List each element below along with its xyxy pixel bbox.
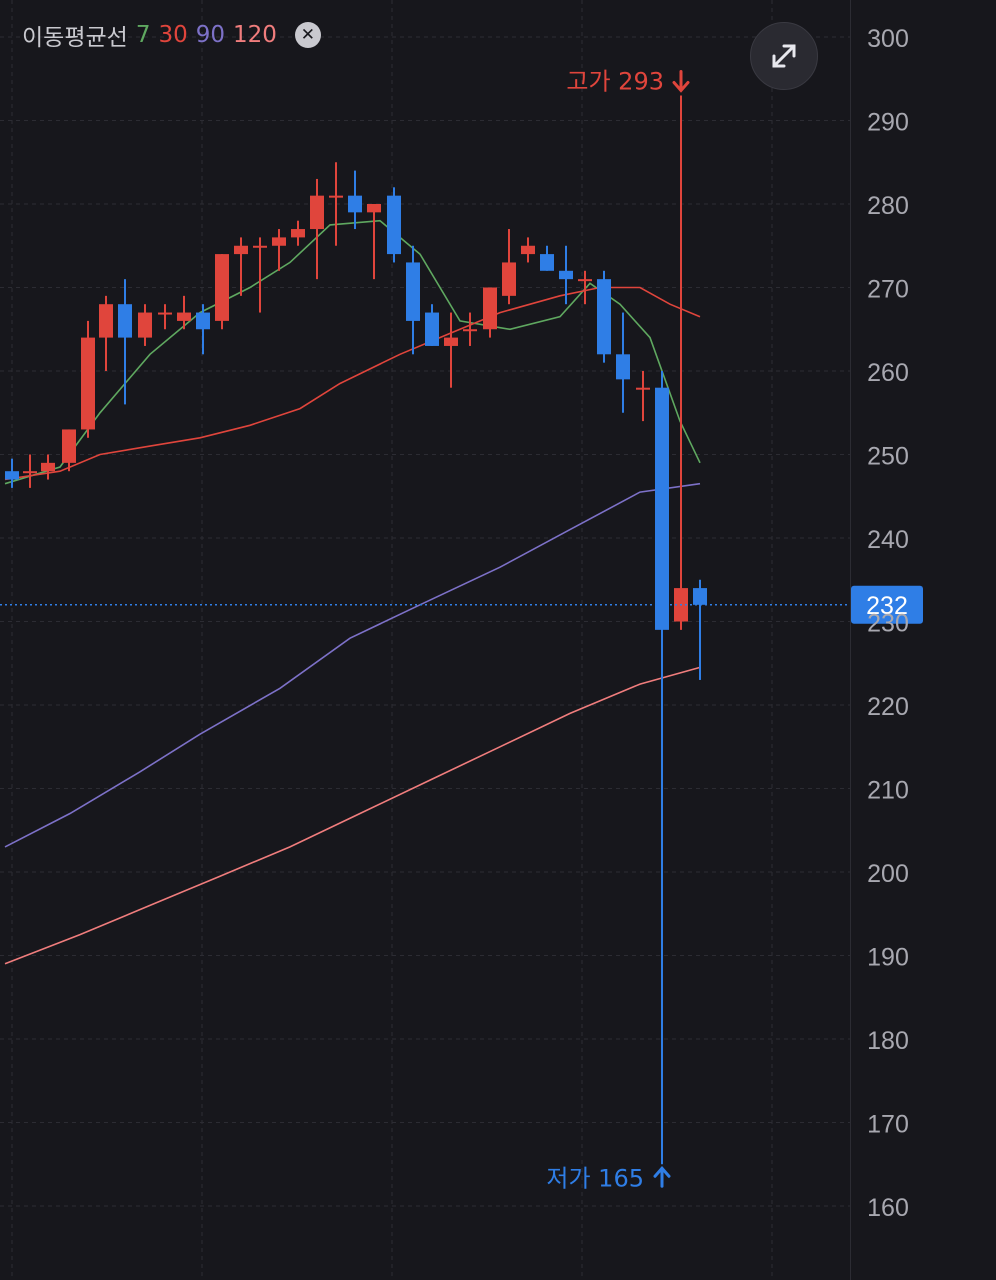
- candle-body-22: [425, 312, 439, 346]
- y-tick-label-170: 170: [867, 1111, 909, 1139]
- candle-body-21: [406, 262, 420, 321]
- candle-body-36: [693, 588, 707, 605]
- candle-body-34: [655, 387, 669, 630]
- candle-body-26: [502, 262, 516, 296]
- legend-title: 이동평균선: [22, 25, 128, 51]
- candle-body-33: [636, 387, 650, 390]
- y-tick-label-180: 180: [867, 1027, 909, 1055]
- legend-ma90[interactable]: 90: [195, 22, 226, 48]
- candle-body-20: [387, 195, 401, 255]
- y-tick-label-210: 210: [867, 777, 909, 805]
- low-arrow-icon: [653, 1165, 671, 1188]
- candle-body-19: [367, 204, 381, 213]
- price-annotations: 232 고가 293 저가 165: [0, 67, 923, 1192]
- candle-body-29: [559, 270, 573, 280]
- y-tick-label-230: 230: [867, 610, 909, 638]
- y-tick-label-220: 220: [867, 693, 909, 721]
- candle-body-17: [329, 195, 343, 198]
- candle-body-12: [234, 245, 248, 255]
- price-axis: 300 290 280 270 260 250 240 230 220 210 200 190 180 1…: [867, 25, 909, 1222]
- y-tick-label-290: 290: [867, 109, 909, 137]
- close-icon: ✕: [300, 25, 316, 45]
- candle-body-15: [291, 229, 305, 238]
- grid-lines: [0, 0, 850, 1280]
- candle-body-28: [540, 254, 554, 271]
- y-tick-label-190: 190: [867, 944, 909, 972]
- candle-body-2: [41, 462, 55, 472]
- candle-body-14: [272, 237, 286, 246]
- candle-body-23: [444, 337, 458, 346]
- expand-icon: [772, 44, 796, 68]
- legend-ma7[interactable]: 7: [135, 22, 151, 48]
- moving-average-legend: 이동평균선 7 30 90 120 ✕: [22, 18, 321, 52]
- candle-body-0: [5, 471, 19, 480]
- candle-body-30: [578, 279, 592, 282]
- candle-body-24: [463, 329, 477, 332]
- y-tick-label-280: 280: [867, 192, 909, 220]
- price-axis-border: [850, 0, 851, 1280]
- ma7-line: [4, 219, 701, 485]
- candle-body-4: [81, 337, 95, 430]
- candle-body-5: [99, 304, 113, 338]
- legend-ma120[interactable]: 120: [233, 22, 277, 48]
- candle-body-13: [253, 245, 267, 248]
- high-arrow-icon: [672, 69, 690, 93]
- y-tick-label-270: 270: [867, 276, 909, 304]
- candle-body-3: [62, 429, 76, 463]
- candle-body-10: [196, 312, 210, 330]
- close-legend-button[interactable]: ✕: [294, 22, 321, 48]
- y-tick-label-250: 250: [867, 443, 909, 471]
- current-price-label: 232: [866, 592, 908, 620]
- fullscreen-button[interactable]: [750, 22, 818, 90]
- candle-body-16: [310, 195, 324, 230]
- low-price-label: 저가 165: [546, 1164, 644, 1192]
- candle-body-8: [158, 312, 172, 315]
- ma30-line: [4, 286, 701, 481]
- candle-body-31: [597, 279, 611, 355]
- legend-ma30[interactable]: 30: [158, 22, 188, 48]
- candle-body-27: [521, 245, 535, 255]
- candle-body-6: [118, 304, 132, 338]
- y-tick-label-200: 200: [867, 860, 909, 888]
- candle-body-32: [616, 354, 630, 380]
- y-tick-label-300: 300: [867, 25, 909, 53]
- candle-body-1: [23, 471, 37, 474]
- y-tick-label-240: 240: [867, 526, 909, 554]
- y-tick-label-160: 160: [867, 1194, 909, 1222]
- y-tick-label-260: 260: [867, 359, 909, 387]
- candles: [5, 95, 707, 1165]
- candle-body-11: [215, 254, 229, 321]
- ma120-line: [4, 666, 701, 965]
- candle-body-7: [138, 312, 152, 338]
- candle-body-9: [177, 312, 191, 321]
- current-price-box: [851, 585, 923, 624]
- candle-body-18: [348, 195, 362, 213]
- high-price-label: 고가 293: [566, 67, 664, 95]
- ma90-line: [4, 482, 701, 848]
- candle-body-25: [483, 287, 497, 330]
